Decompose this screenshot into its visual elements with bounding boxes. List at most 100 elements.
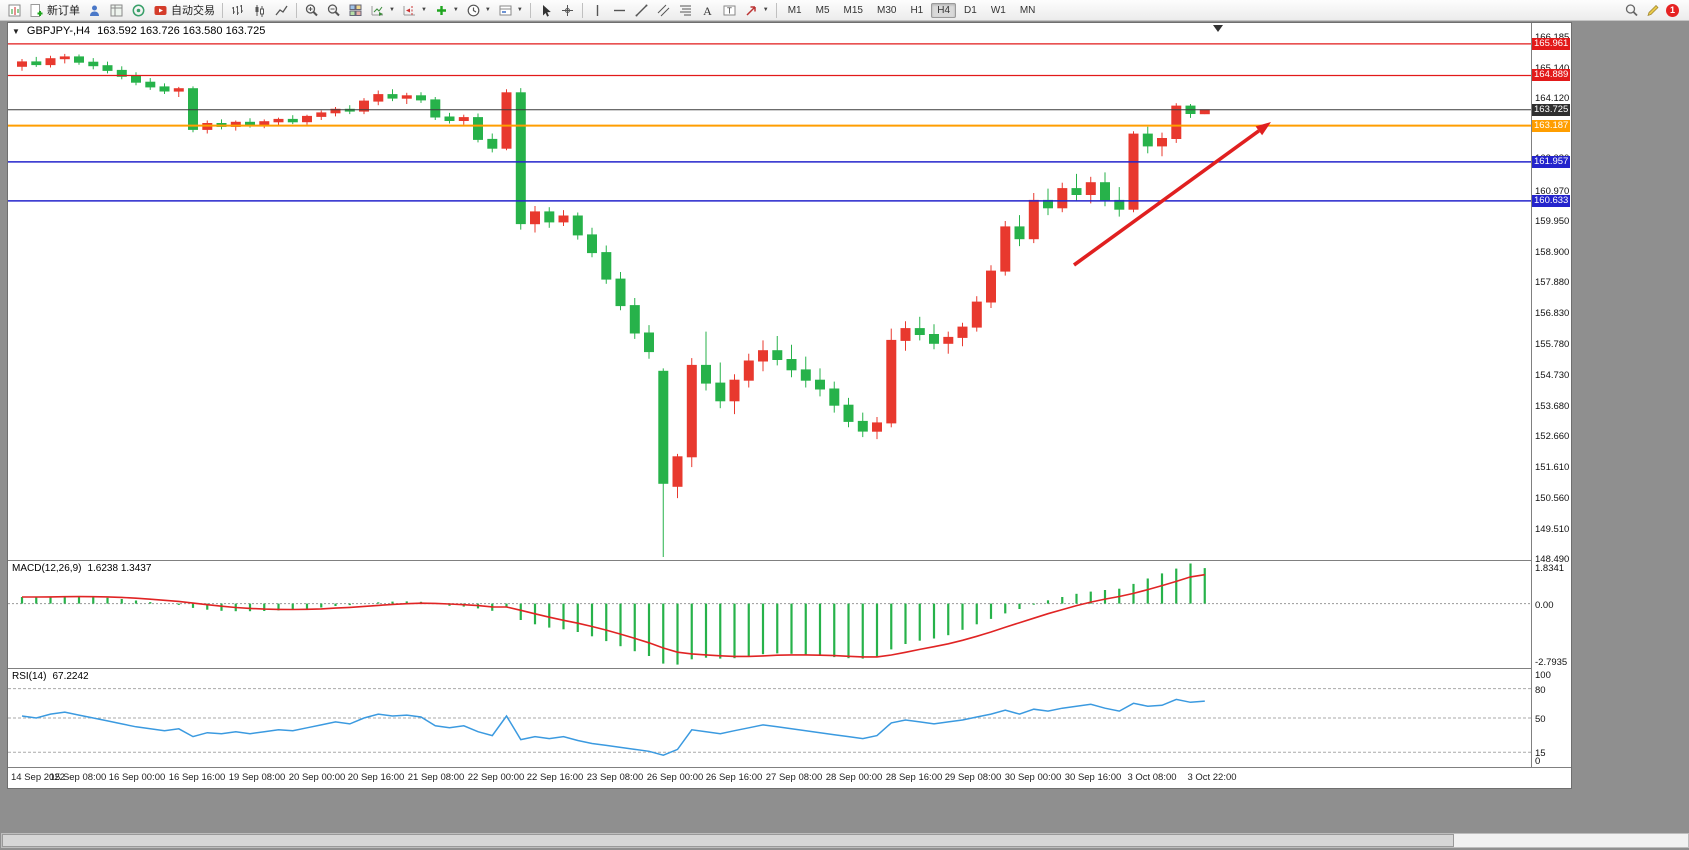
notification-badge[interactable]: 1 xyxy=(1666,3,1679,17)
text-label-button[interactable]: T xyxy=(719,2,740,19)
scrollbar-thumb[interactable] xyxy=(2,834,1454,847)
rsi-name: RSI(14) xyxy=(12,671,47,682)
templates-icon xyxy=(498,3,513,18)
price-axis-label: 155.780 xyxy=(1535,339,1570,350)
macd-label: MACD(12,26,9) 1.6238 1.3437 xyxy=(12,563,151,574)
timeframe-button-M1[interactable]: M1 xyxy=(787,5,802,16)
pane-separator[interactable] xyxy=(8,560,1571,561)
chart-shift-icon xyxy=(402,3,417,18)
macd-histogram xyxy=(20,563,1206,665)
search-icon[interactable] xyxy=(1624,3,1639,18)
timeframe-button-M15[interactable]: M15 xyxy=(843,5,863,16)
price-axis-label: 153.680 xyxy=(1535,401,1570,412)
timeframe-button-MN[interactable]: MN xyxy=(1019,5,1036,16)
price-badge-160.633: 160.633 xyxy=(1532,195,1571,207)
candlestick-chart-button[interactable] xyxy=(249,2,270,19)
cursor-button[interactable] xyxy=(535,2,556,19)
toolbar-separator xyxy=(529,2,531,18)
trend-arrow[interactable] xyxy=(1072,129,1260,267)
trendline-button[interactable] xyxy=(631,2,652,19)
pane-separator[interactable] xyxy=(8,668,1571,669)
new-chart-button[interactable] xyxy=(4,2,25,19)
timeframe-button-D1[interactable]: D1 xyxy=(964,5,977,16)
time-axis-label: 14 Sep 2022 xyxy=(11,772,65,783)
profiles-button[interactable] xyxy=(84,2,105,19)
channel-icon xyxy=(656,3,671,18)
vertical-line-button[interactable] xyxy=(587,2,608,19)
macd-signal-line xyxy=(22,573,1205,658)
time-axis-label: 26 Sep 16:00 xyxy=(705,772,763,783)
price-axis-label: 154.730 xyxy=(1535,370,1570,381)
timeframe-toolbar: M1 M5 M15 M30 H1 H4 D1 W1 MN xyxy=(781,3,1043,18)
rsi-pane[interactable] xyxy=(8,669,1531,767)
arrow-shapes-icon xyxy=(744,3,759,18)
navigator-button[interactable] xyxy=(128,2,149,19)
new-order-label: 新订单 xyxy=(47,5,80,17)
time-axis-label: 22 Sep 16:00 xyxy=(526,772,584,783)
line-chart-button[interactable] xyxy=(271,2,292,19)
bar-chart-icon xyxy=(230,3,245,18)
zoom-out-button[interactable] xyxy=(323,2,344,19)
autotrading-button[interactable]: 自动交易 xyxy=(150,1,218,19)
timeframe-button-W1[interactable]: W1 xyxy=(990,5,1006,16)
templates-button[interactable]: ▼ xyxy=(495,2,526,19)
zoom-in-button[interactable] xyxy=(301,2,322,19)
text-icon: A xyxy=(700,3,715,18)
macd-axis-label: 0.00 xyxy=(1535,600,1554,611)
time-axis[interactable]: 14 Sep 2022 15 Sep 08:00 16 Sep 00:00 16 Se… xyxy=(8,768,1571,788)
channel-button[interactable] xyxy=(653,2,674,19)
macd-axis-label: 1.8341 xyxy=(1535,563,1565,574)
crosshair-button[interactable] xyxy=(557,2,578,19)
macd-pane[interactable] xyxy=(8,561,1531,668)
timeframe-button-H1[interactable]: H1 xyxy=(910,5,924,16)
symbol-period-label: GBPJPY-,H4 xyxy=(26,25,91,37)
edit-pencil-icon[interactable] xyxy=(1645,3,1660,18)
price-badge-163.725: 163.725 xyxy=(1532,104,1571,116)
horizontal-line-button[interactable] xyxy=(609,2,630,19)
period-button[interactable]: ▼ xyxy=(463,2,494,19)
time-axis-label: 19 Sep 08:00 xyxy=(228,772,286,783)
price-axis-label: 157.880 xyxy=(1535,277,1570,288)
chart-shift-marker[interactable] xyxy=(1213,25,1223,32)
collapse-triangle-icon[interactable]: ▼ xyxy=(12,26,20,36)
auto-scroll-button[interactable]: ▼ xyxy=(367,2,398,19)
ohlc-values: 163.592 163.726 163.580 163.725 xyxy=(97,25,266,37)
svg-text:T: T xyxy=(727,6,732,15)
timeframe-button-M5[interactable]: M5 xyxy=(815,5,830,16)
main-price-chart[interactable] xyxy=(8,23,1531,560)
new-order-button[interactable]: 新订单 xyxy=(26,1,83,19)
toolbar-separator xyxy=(775,2,777,18)
toolbar-right-group: 1 xyxy=(1624,3,1685,18)
time-axis-label: 20 Sep 00:00 xyxy=(288,772,346,783)
time-axis-label: 23 Sep 08:00 xyxy=(586,772,644,783)
timeframe-button-M30[interactable]: M30 xyxy=(876,5,897,16)
time-axis-label: 30 Sep 00:00 xyxy=(1004,772,1062,783)
trendline-icon xyxy=(634,3,649,18)
time-axis-label: 28 Sep 16:00 xyxy=(885,772,943,783)
tile-windows-button[interactable] xyxy=(345,2,366,19)
price-axis[interactable]: 166.185165.140164.120163.100162.080160.9… xyxy=(1531,23,1571,767)
rsi-axis-label: 50 xyxy=(1535,714,1546,725)
rsi-label: RSI(14) 67.2242 xyxy=(12,671,89,682)
auto-scroll-icon xyxy=(370,3,385,18)
tile-windows-icon xyxy=(348,3,363,18)
horizontal-scrollbar[interactable] xyxy=(1,833,1689,848)
bar-chart-button[interactable] xyxy=(227,2,248,19)
arrow-shapes-button[interactable]: ▼ xyxy=(741,2,772,19)
time-axis-label: 30 Sep 16:00 xyxy=(1064,772,1122,783)
price-axis-label: 165.140 xyxy=(1535,63,1569,74)
time-axis-label: 3 Oct 22:00 xyxy=(1187,772,1237,783)
chart-window[interactable]: ▼ GBPJPY-,H4 163.592 163.726 163.580 163… xyxy=(7,22,1572,789)
line-chart-icon xyxy=(274,3,289,18)
chart-shift-button[interactable]: ▼ xyxy=(399,2,430,19)
vertical-line-icon xyxy=(590,3,605,18)
timeframe-button-H4[interactable]: H4 xyxy=(931,3,957,18)
time-axis-label: 20 Sep 16:00 xyxy=(347,772,405,783)
add-indicator-button[interactable]: ▼ xyxy=(431,2,462,19)
text-button[interactable]: A xyxy=(697,2,718,19)
fibonacci-button[interactable] xyxy=(675,2,696,19)
data-window-button[interactable] xyxy=(106,2,127,19)
chart-title: ▼ GBPJPY-,H4 163.592 163.726 163.580 163… xyxy=(12,25,265,37)
price-axis-label: 164.120 xyxy=(1535,93,1570,104)
cursor-icon xyxy=(538,3,553,18)
